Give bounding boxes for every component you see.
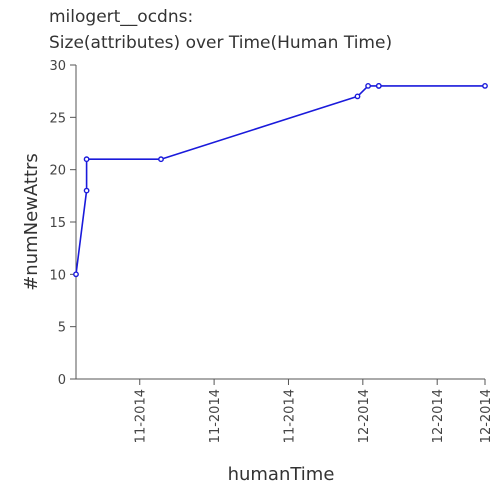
- y-axis-label: #numNewAttrs: [21, 153, 42, 291]
- data-point: [83, 156, 90, 163]
- y-tick-label: 15: [49, 216, 66, 231]
- x-axis-label: humanTime: [228, 464, 335, 485]
- data-point: [354, 93, 361, 100]
- x-tick-label: 12-2014: [479, 389, 494, 443]
- x-tick-label: 12-2014: [431, 389, 446, 443]
- data-point: [158, 156, 164, 163]
- y-tick-label: 25: [49, 111, 66, 126]
- chart-title-line-2: Size(attributes) over Time(Human Time): [49, 33, 393, 53]
- x-tick-label: 11-2014: [134, 389, 149, 443]
- data-point: [375, 83, 382, 89]
- data-point: [73, 271, 79, 278]
- plot-area: [73, 83, 488, 278]
- y-tick-label: 20: [49, 164, 66, 179]
- y-tick-label: 5: [58, 321, 66, 336]
- x-axis: 11-2014 11-2014 11-2014 12-2014 12-2014 12-20…: [76, 378, 494, 443]
- data-point: [365, 83, 371, 89]
- x-tick-label: 12-2014: [357, 389, 372, 443]
- y-axis: 0 5 10 15 20 25 30: [49, 59, 77, 388]
- data-point: [482, 83, 488, 89]
- chart-title-line-1: milogert__ocdns:: [49, 7, 194, 27]
- y-tick-label: 30: [49, 59, 66, 74]
- series-line: [75, 85, 485, 275]
- x-tick-label: 11-2014: [208, 389, 223, 443]
- y-tick-label: 10: [49, 268, 66, 283]
- x-tick-label: 11-2014: [282, 389, 297, 443]
- data-point: [83, 187, 90, 194]
- y-tick-label: 0: [58, 373, 66, 388]
